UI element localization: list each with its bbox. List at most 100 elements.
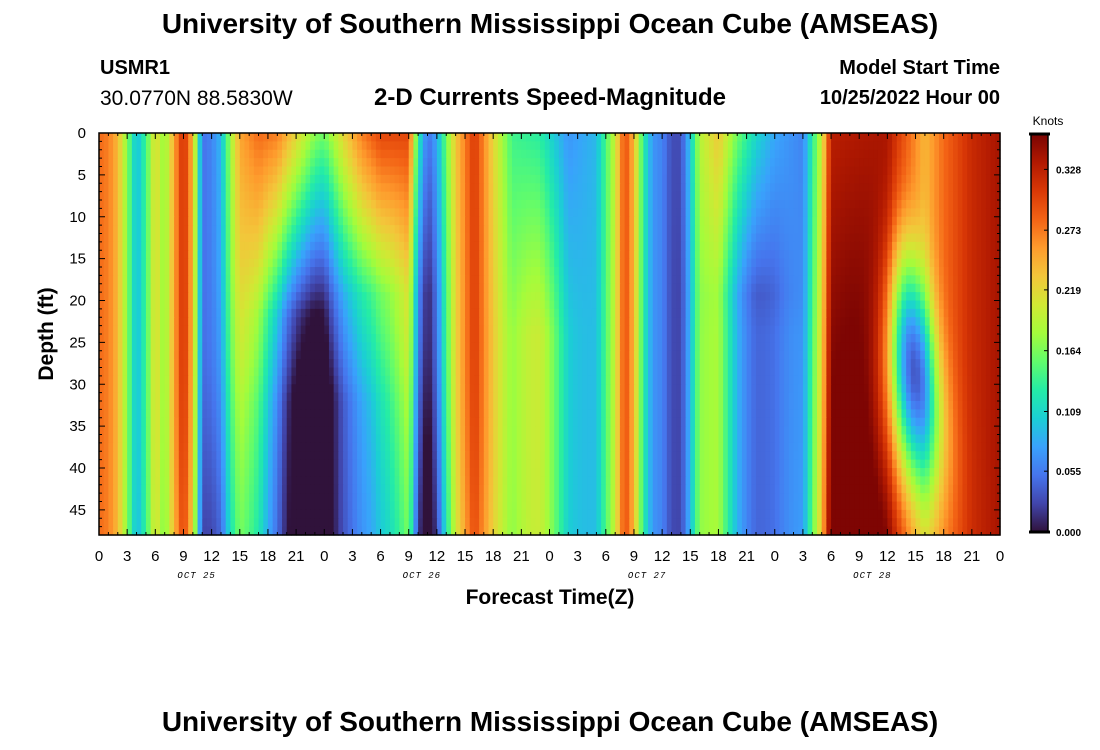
heatmap-cell [160, 241, 166, 251]
heatmap-cell [741, 200, 748, 209]
heatmap-cell [436, 149, 443, 159]
heatmap-cell [441, 200, 447, 209]
heatmap-cell [845, 174, 851, 184]
heatmap-cell [694, 258, 701, 268]
heatmap-cell [249, 292, 255, 302]
heatmap-cell [690, 133, 696, 142]
heatmap-cell [258, 308, 264, 318]
heatmap-cell [601, 158, 607, 168]
heatmap-cell [544, 283, 551, 293]
heatmap-cell [244, 258, 250, 268]
heatmap-cell [282, 174, 288, 184]
heatmap-cell [155, 191, 161, 201]
heatmap-cell [887, 283, 893, 293]
heatmap-cell [155, 183, 161, 193]
heatmap-cell [422, 225, 429, 235]
heatmap-cell [765, 174, 771, 184]
heatmap-cell [765, 241, 771, 251]
heatmap-cell [802, 258, 809, 268]
heatmap-cell [671, 283, 677, 293]
heatmap-cell [971, 141, 978, 151]
heatmap-cell [178, 183, 185, 193]
heatmap-cell [488, 258, 494, 268]
heatmap-cell [225, 250, 231, 260]
heatmap-cell [469, 292, 476, 302]
heatmap-cell [450, 225, 457, 235]
heatmap-cell [347, 191, 353, 201]
heatmap-cell [760, 149, 766, 159]
heatmap-cell [310, 300, 316, 310]
heatmap-cell [497, 334, 504, 343]
heatmap-cell [924, 216, 931, 226]
heatmap-cell [643, 308, 649, 318]
heatmap-cell [666, 174, 673, 184]
heatmap-cell [244, 183, 250, 193]
heatmap-cell [643, 133, 649, 142]
heatmap-cell [619, 166, 626, 176]
heatmap-cell [493, 241, 499, 251]
heatmap-cell [535, 174, 541, 184]
heatmap-cell [906, 191, 912, 201]
heatmap-cell [474, 258, 480, 268]
heatmap-cell [920, 300, 926, 310]
heatmap-cell [906, 300, 912, 310]
heatmap-cell [479, 241, 485, 251]
heatmap-cell [962, 183, 968, 193]
heatmap-cell [967, 208, 973, 218]
heatmap-cell [436, 158, 443, 168]
heatmap-cell [751, 233, 757, 243]
heatmap-cell [441, 158, 447, 168]
heatmap-cell [239, 233, 246, 243]
heatmap-cell [507, 325, 513, 335]
heatmap-cell [244, 158, 250, 168]
heatmap-cell [441, 166, 447, 176]
heatmap-cell [863, 166, 870, 176]
heatmap-cell [962, 158, 968, 168]
heatmap-cell [657, 334, 663, 343]
heatmap-cell [760, 233, 766, 243]
heatmap-cell [774, 300, 781, 310]
heatmap-cell [441, 225, 447, 235]
heatmap-cell [277, 317, 283, 327]
heatmap-cell [929, 267, 935, 276]
heatmap-cell [741, 158, 748, 168]
heatmap-cell [225, 233, 231, 243]
heatmap-cell [887, 342, 893, 352]
heatmap-cell [352, 308, 358, 318]
heatmap-cell [718, 208, 724, 218]
heatmap-cell [929, 200, 935, 209]
heatmap-cell [127, 342, 133, 352]
heatmap-cell [718, 342, 724, 352]
heatmap-cell [943, 292, 949, 302]
heatmap-cell [746, 216, 752, 226]
heatmap-cell [436, 334, 443, 343]
heatmap-cell [160, 174, 166, 184]
heatmap-cell [868, 225, 874, 235]
heatmap-cell [957, 208, 964, 218]
heatmap-cell [629, 267, 635, 276]
heatmap-cell [488, 133, 494, 142]
heatmap-cell [572, 267, 579, 276]
heatmap-cell [404, 283, 410, 293]
heatmap-cell [863, 141, 870, 151]
heatmap-cell [502, 200, 508, 209]
heatmap-cell [938, 300, 945, 310]
heatmap-cell [343, 275, 349, 285]
heatmap-cell [188, 300, 194, 310]
heatmap-cell [385, 183, 391, 193]
heatmap-cell [807, 191, 813, 201]
heatmap-cell [732, 308, 738, 318]
heatmap-cell [967, 250, 973, 260]
heatmap-cell [619, 208, 626, 218]
heatmap-cell [746, 317, 752, 327]
heatmap-cell [103, 149, 109, 159]
heatmap-cell [521, 174, 527, 184]
heatmap-cell [737, 225, 743, 235]
heatmap-cell [333, 325, 339, 335]
heatmap-cell [516, 233, 522, 243]
heatmap-cell [572, 174, 579, 184]
heatmap-cell [530, 233, 537, 243]
heatmap-cell [357, 149, 363, 159]
heatmap-cell [375, 208, 382, 218]
heatmap-cell [962, 334, 968, 343]
